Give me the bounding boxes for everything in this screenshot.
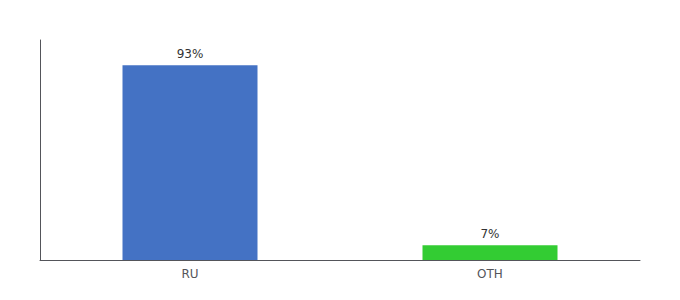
svg-text:OTH: OTH — [477, 267, 503, 281]
svg-text:RU: RU — [181, 267, 198, 281]
svg-text:7%: 7% — [480, 227, 499, 241]
svg-text:93%: 93% — [177, 47, 204, 61]
